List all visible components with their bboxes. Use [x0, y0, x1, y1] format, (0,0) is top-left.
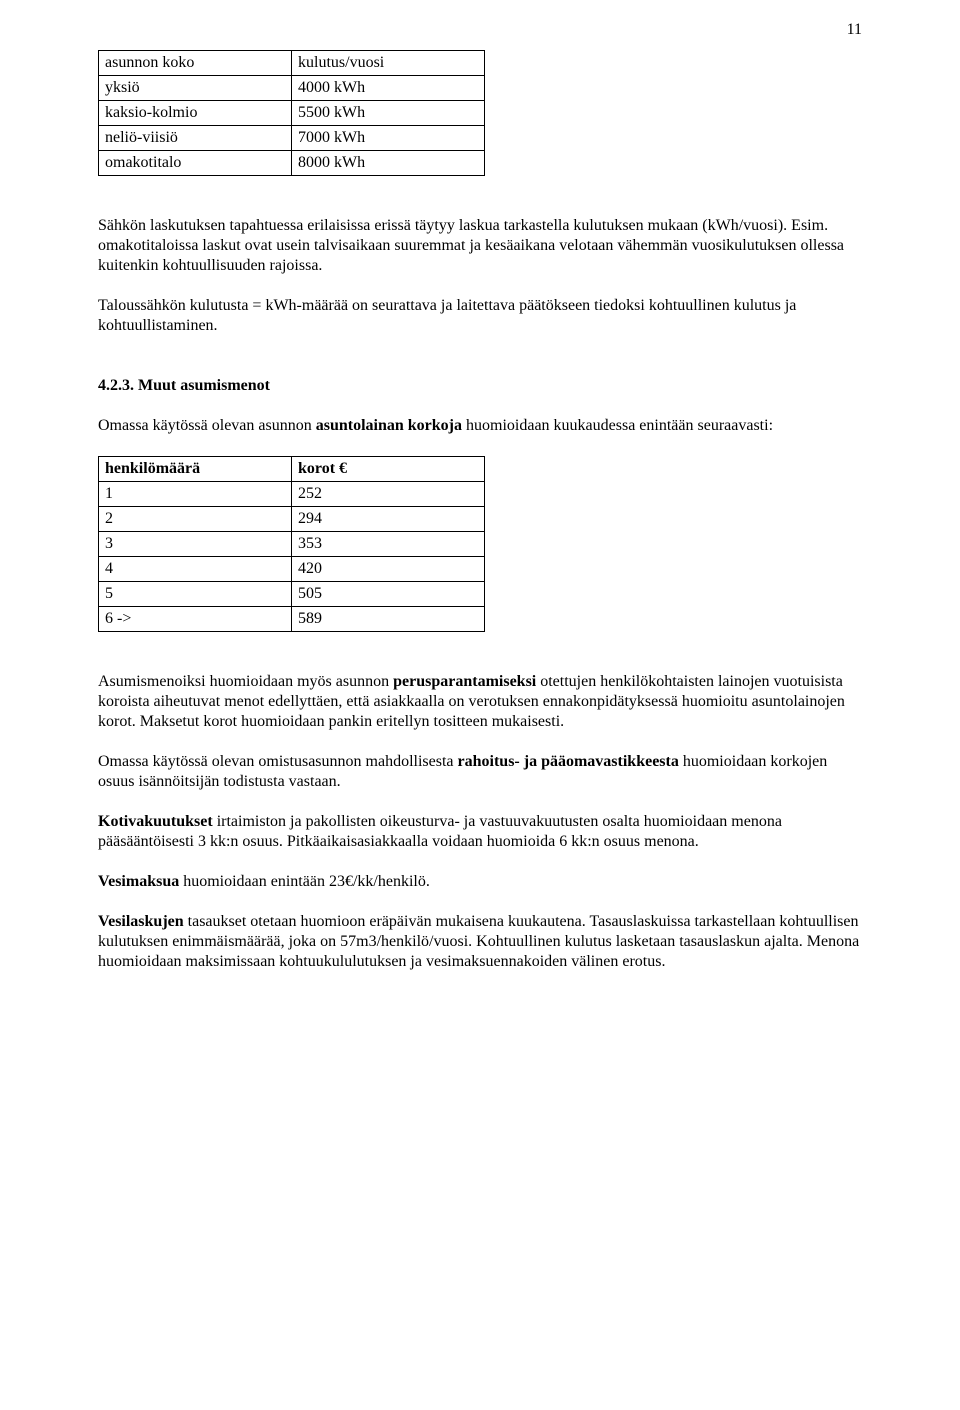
paragraph: Vesimaksua huomioidaan enintään 23€/kk/h…: [98, 872, 862, 892]
table-row: 6 -> 589: [99, 607, 485, 632]
cell: 2: [99, 507, 292, 532]
table-row: yksiö 4000 kWh: [99, 76, 485, 101]
paragraph: Asumismenoiksi huomioidaan myös asunnon …: [98, 672, 862, 732]
cell: 294: [292, 507, 485, 532]
paragraph: Omassa käytössä olevan omistusasunnon ma…: [98, 752, 862, 792]
bold-text: Kotivakuutukset: [98, 813, 213, 830]
table-row: kaksio-kolmio 5500 kWh: [99, 101, 485, 126]
cell: 5: [99, 582, 292, 607]
cell: 3: [99, 532, 292, 557]
document-page: 11 { "page_number": "11", "table1": { "h…: [0, 0, 960, 1410]
table-row: 2 294: [99, 507, 485, 532]
cell: 420: [292, 557, 485, 582]
paragraph: Taloussähkön kulutusta = kWh-määrää on s…: [98, 296, 862, 336]
cell: neliö-viisiö: [99, 126, 292, 151]
header-cell: kulutus/vuosi: [292, 51, 485, 76]
header-cell: asunnon koko: [99, 51, 292, 76]
cell: 252: [292, 482, 485, 507]
cell: omakotitalo: [99, 151, 292, 176]
paragraph: Omassa käytössä olevan asunnon asuntolai…: [98, 416, 862, 436]
page-number: 11: [847, 20, 862, 40]
cell: 6 ->: [99, 607, 292, 632]
header-cell: korot €: [292, 457, 485, 482]
text: Omassa käytössä olevan asunnon: [98, 417, 316, 434]
text: huomioidaan kuukaudessa enintään seuraav…: [462, 417, 773, 434]
paragraph: Vesilaskujen tasaukset otetaan huomioon …: [98, 912, 862, 972]
table-row: neliö-viisiö 7000 kWh: [99, 126, 485, 151]
cell: 353: [292, 532, 485, 557]
paragraph: Kotivakuutukset irtaimiston ja pakollist…: [98, 812, 862, 852]
consumption-table: asunnon koko kulutus/vuosi yksiö 4000 kW…: [98, 50, 485, 176]
bold-text: rahoitus- ja pääomavastikkeesta: [458, 753, 679, 770]
section-heading: 4.2.3. Muut asumismenot: [98, 376, 862, 396]
bold-text: asuntolainan korkoja: [316, 417, 462, 434]
bold-text: Vesilaskujen: [98, 913, 184, 930]
text: tasaukset otetaan huomioon eräpäivän muk…: [98, 913, 859, 970]
cell: yksiö: [99, 76, 292, 101]
interest-table: henkilömäärä korot € 1 252 2 294 3 353 4…: [98, 456, 485, 632]
cell: 4000 kWh: [292, 76, 485, 101]
table-row: 4 420: [99, 557, 485, 582]
cell: 1: [99, 482, 292, 507]
table-row: 3 353: [99, 532, 485, 557]
cell: 5500 kWh: [292, 101, 485, 126]
bold-text: Vesimaksua: [98, 873, 179, 890]
table-header-row: henkilömäärä korot €: [99, 457, 485, 482]
text: huomioidaan enintään 23€/kk/henkilö.: [179, 873, 430, 890]
table-row: omakotitalo 8000 kWh: [99, 151, 485, 176]
cell: 4: [99, 557, 292, 582]
cell: 7000 kWh: [292, 126, 485, 151]
cell: 8000 kWh: [292, 151, 485, 176]
cell: kaksio-kolmio: [99, 101, 292, 126]
table-header-row: asunnon koko kulutus/vuosi: [99, 51, 485, 76]
text: Asumismenoiksi huomioidaan myös asunnon: [98, 673, 393, 690]
cell: 589: [292, 607, 485, 632]
table-row: 5 505: [99, 582, 485, 607]
header-cell: henkilömäärä: [99, 457, 292, 482]
bold-text: perusparantamiseksi: [393, 673, 536, 690]
table-row: 1 252: [99, 482, 485, 507]
text: Omassa käytössä olevan omistusasunnon ma…: [98, 753, 458, 770]
paragraph: Sähkön laskutuksen tapahtuessa erilaisis…: [98, 216, 862, 276]
cell: 505: [292, 582, 485, 607]
